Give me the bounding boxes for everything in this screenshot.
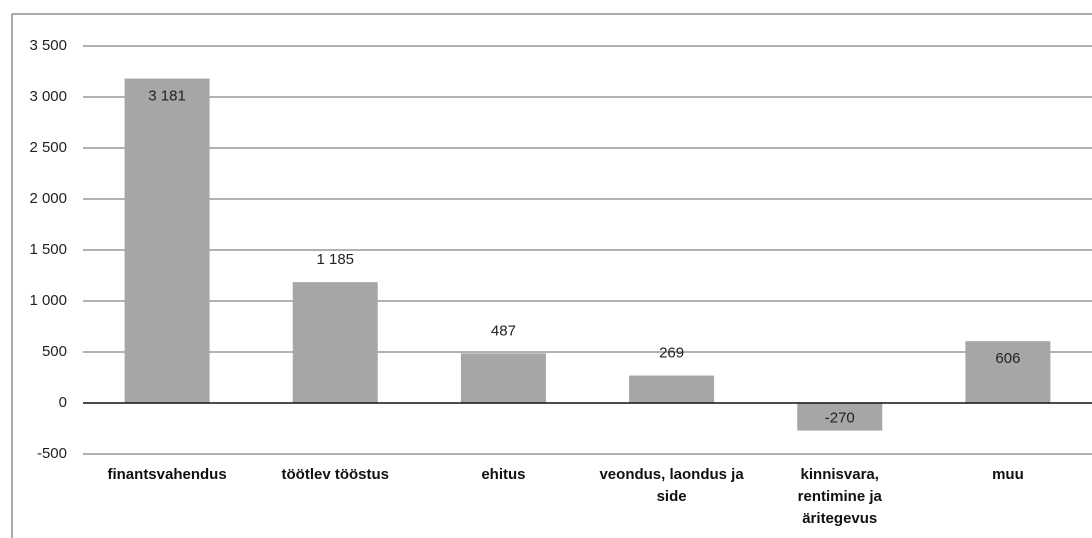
bar	[460, 353, 546, 403]
bar	[965, 341, 1051, 403]
y-tick-label: 3 500	[29, 37, 67, 54]
y-tick-label: 2 500	[29, 139, 67, 156]
y-tick-label: 0	[59, 394, 67, 411]
value-label: -270	[825, 410, 855, 427]
x-tick-label: veondus, laondus ja side	[599, 466, 744, 505]
x-tick-label: kinnisvara, rentimine ja äritegevus	[797, 466, 882, 527]
bar	[629, 375, 715, 403]
bar	[292, 282, 378, 403]
value-label: 606	[995, 350, 1020, 367]
y-tick-label: 1 500	[29, 241, 67, 258]
x-tick-label: ehitus	[481, 466, 526, 483]
value-label: 487	[491, 322, 516, 339]
x-tick-label: muu	[992, 466, 1024, 483]
y-tick-label: 1 000	[29, 292, 67, 309]
y-tick-label: -500	[37, 445, 67, 462]
x-tick-label: finantsvahendus	[107, 466, 227, 483]
x-tick-label: töötlev tööstus	[281, 466, 390, 483]
value-label: 3 181	[148, 88, 186, 105]
bar	[124, 78, 210, 404]
bar	[797, 403, 883, 431]
y-tick-label: 2 000	[29, 190, 67, 207]
y-tick-label: 500	[42, 343, 67, 360]
y-tick-label: 3 000	[29, 88, 67, 105]
value-label: 269	[659, 345, 684, 362]
value-label: 1 185	[316, 251, 354, 268]
